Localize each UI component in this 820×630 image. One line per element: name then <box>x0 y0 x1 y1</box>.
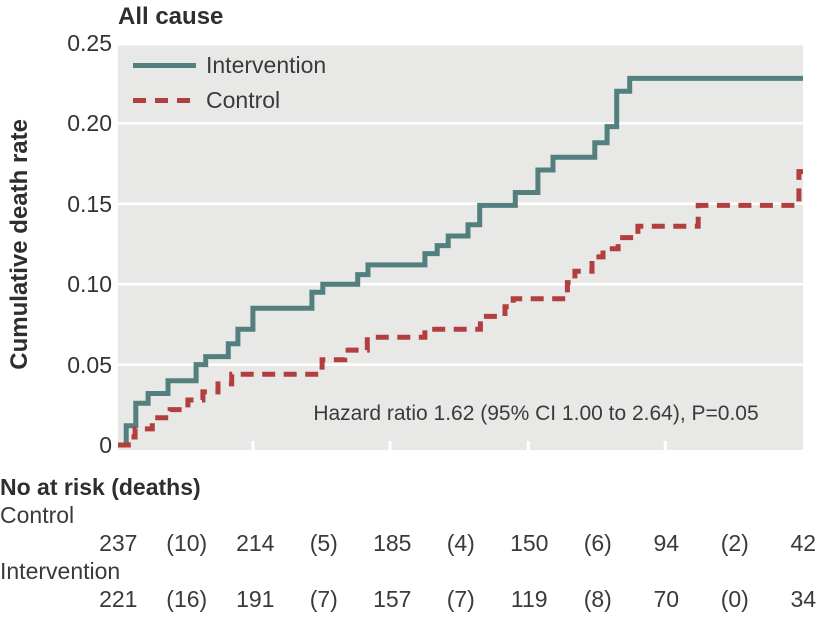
risk-value-cell: (6) <box>583 530 612 556</box>
y-tick-label: 0 <box>99 432 112 458</box>
plot-area: Intervention Control Hazard ratio 1.62 (… <box>118 43 803 450</box>
risk-values-row-control: 237 (10) 214 (5) 185 (4) 150 (6) 94 (2) 42 <box>84 530 820 557</box>
dashed-line-swatch-icon <box>133 98 196 103</box>
solid-line-swatch-icon <box>133 63 196 68</box>
y-tick-label: 0.10 <box>67 271 112 298</box>
legend: Intervention Control <box>133 48 326 118</box>
legend-item-control: Control <box>133 83 326 118</box>
risk-value-cell: (2) <box>720 530 749 556</box>
y-tick-label: 0.25 <box>67 30 112 56</box>
risk-row-label-control: Control <box>0 502 75 528</box>
x-tick-mark <box>251 441 255 450</box>
risk-value-cell: (4) <box>446 530 475 556</box>
risk-table-header: No at risk (deaths) <box>0 474 201 500</box>
risk-values-row-intervention: 221 (16) 191 (7) 157 (7) 119 (8) 70 (0) 34 <box>84 586 820 613</box>
risk-value-cell: (7) <box>309 586 338 612</box>
plot-svg <box>118 43 803 450</box>
risk-row-label-intervention: Intervention <box>0 558 121 584</box>
y-tick-label: 0.20 <box>67 110 112 137</box>
risk-value-cell: 150 <box>510 530 549 556</box>
risk-value-cell: (7) <box>446 586 475 612</box>
risk-value-cell: 237 <box>99 530 138 556</box>
risk-value-cell: 214 <box>236 530 275 556</box>
legend-label-control: Control <box>206 87 281 113</box>
y-tick-label: 0.15 <box>67 190 112 217</box>
risk-value-cell: (8) <box>583 586 612 612</box>
risk-value-cell: 70 <box>653 586 680 612</box>
risk-value-cell: 34 <box>790 586 817 612</box>
x-tick-mark <box>388 441 392 450</box>
risk-value-cell: 42 <box>790 530 817 556</box>
control-curve <box>118 169 803 448</box>
risk-value-cell: (10) <box>166 530 208 556</box>
x-tick-mark <box>526 441 530 450</box>
risk-value-cell: 157 <box>373 586 412 612</box>
chart-title: All cause <box>118 3 224 30</box>
risk-value-cell: (0) <box>720 586 749 612</box>
hazard-ratio-annotation: Hazard ratio 1.62 (95% CI 1.00 to 2.64),… <box>313 402 759 425</box>
legend-label-intervention: Intervention <box>206 52 327 78</box>
intervention-curve <box>118 75 803 448</box>
risk-value-cell: 191 <box>236 586 275 612</box>
risk-value-cell: 185 <box>373 530 412 556</box>
y-tick-label: 0.05 <box>67 351 112 378</box>
risk-value-cell: 94 <box>653 530 680 556</box>
risk-value-cell: (16) <box>166 586 208 612</box>
risk-value-cell: 119 <box>510 586 548 612</box>
y-axis-tick-labels: 0.25 0.20 0.15 0.10 0.05 0 <box>0 0 112 480</box>
risk-value-cell: 221 <box>99 586 138 612</box>
legend-item-intervention: Intervention <box>133 48 326 83</box>
risk-value-cell: (5) <box>309 530 338 556</box>
x-tick-mark <box>663 441 667 450</box>
